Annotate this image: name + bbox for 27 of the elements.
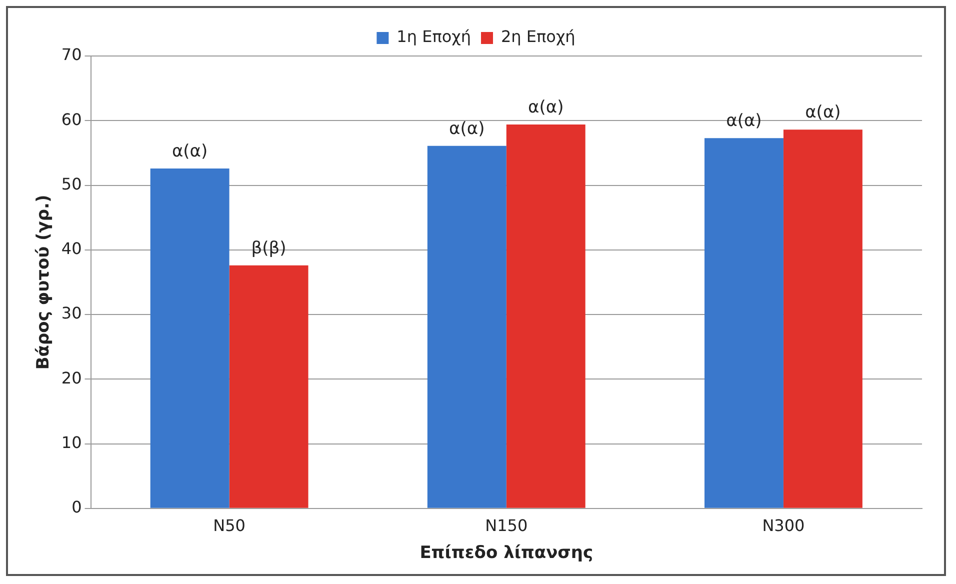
x-tick-label: N50	[213, 516, 246, 536]
bar	[150, 168, 230, 508]
y-tick-label: 50	[61, 174, 82, 194]
bar	[704, 138, 784, 508]
y-tick-label: 10	[61, 432, 82, 452]
bar	[506, 124, 586, 508]
legend-label: 2η Εποχή	[501, 27, 576, 46]
legend-label: 1η Εποχή	[396, 27, 472, 46]
y-tick-label: 0	[72, 498, 82, 517]
data-label: α(α)	[528, 97, 564, 118]
y-axis-title: Βάρος φυτού (γρ.)	[34, 194, 54, 370]
bar	[229, 265, 308, 508]
y-tick-label: 40	[61, 239, 82, 258]
bar	[783, 130, 862, 508]
y-tick-label: 30	[61, 304, 82, 323]
y-tick-label: 20	[61, 368, 82, 388]
x-axis-title: Επίπεδο λίπανσης	[420, 543, 594, 564]
data-label: α(α)	[172, 141, 208, 162]
data-label: α(α)	[449, 118, 485, 139]
x-tick-label: N300	[762, 516, 805, 536]
y-tick-label: 70	[61, 45, 82, 64]
bar	[427, 146, 506, 508]
y-tick-label: 60	[61, 110, 82, 129]
x-tick-label: N150	[485, 516, 528, 536]
data-label: α(α)	[805, 102, 841, 123]
data-label: β(β)	[251, 238, 286, 258]
data-label: α(α)	[726, 111, 762, 131]
